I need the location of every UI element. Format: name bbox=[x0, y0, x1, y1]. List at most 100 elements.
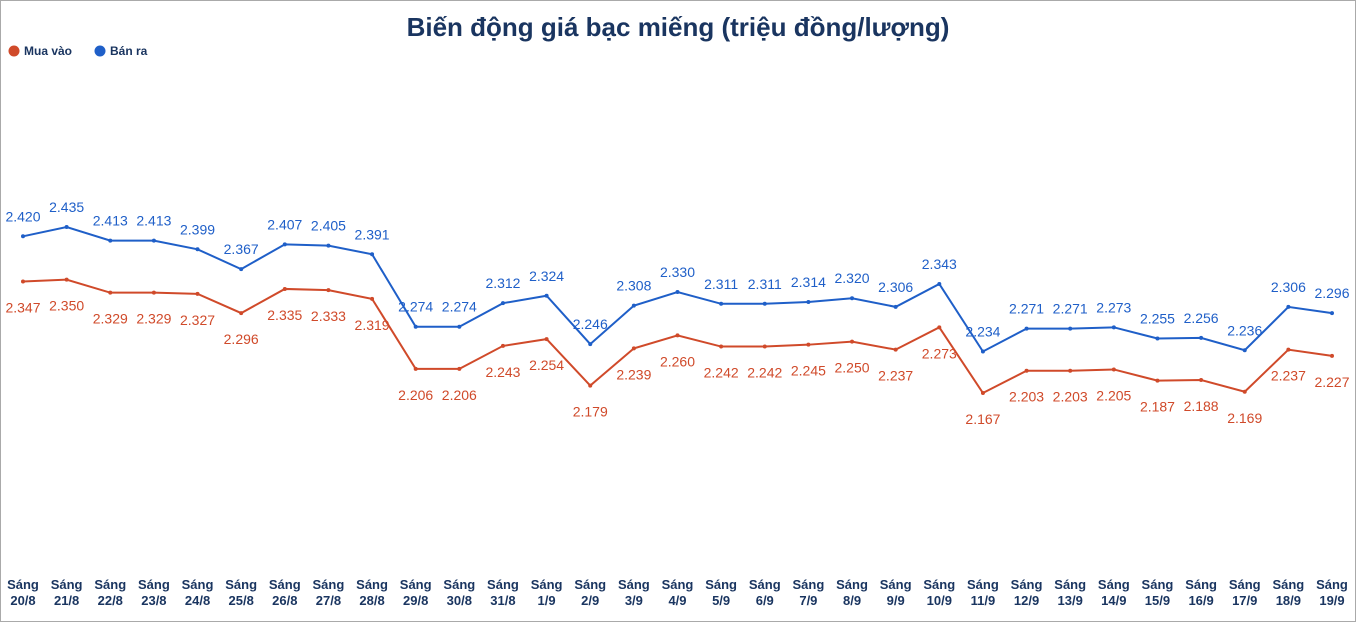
data-label: 2.205 bbox=[1096, 387, 1131, 403]
data-label: 2.260 bbox=[660, 353, 695, 369]
data-label: 2.236 bbox=[1227, 322, 1262, 338]
data-label: 2.250 bbox=[835, 360, 870, 376]
data-label: 2.237 bbox=[1271, 368, 1306, 384]
x-tick-label: Sáng 13/9 bbox=[1054, 577, 1087, 608]
data-point bbox=[675, 333, 680, 338]
legend-label: Bán ra bbox=[110, 44, 148, 58]
data-point bbox=[1286, 304, 1291, 309]
x-tick-label: Sáng 27/8 bbox=[312, 577, 345, 608]
series-line bbox=[22, 225, 1333, 353]
data-label: 2.187 bbox=[1140, 399, 1175, 415]
x-tick-label: Sáng 20/8 bbox=[7, 577, 39, 608]
data-label: 2.311 bbox=[704, 276, 738, 292]
x-tick-label: Sáng 8/9 bbox=[836, 577, 868, 608]
data-label: 2.333 bbox=[311, 308, 346, 324]
data-point bbox=[64, 225, 69, 229]
data-point bbox=[893, 304, 898, 309]
data-label: 2.367 bbox=[224, 241, 259, 257]
data-label: 2.169 bbox=[1227, 410, 1262, 426]
data-point bbox=[1111, 367, 1116, 372]
data-point bbox=[326, 243, 331, 248]
x-tick-label: Sáng 29/8 bbox=[399, 577, 432, 608]
data-label: 2.242 bbox=[747, 365, 782, 381]
data-point bbox=[937, 325, 942, 330]
x-tick-label: Sáng 19/9 bbox=[1316, 577, 1348, 608]
data-point bbox=[282, 286, 287, 291]
x-tick-label: Sáng 26/8 bbox=[268, 577, 301, 608]
data-label: 2.296 bbox=[224, 331, 259, 347]
data-label: 2.329 bbox=[93, 311, 128, 327]
data-point bbox=[1330, 311, 1334, 316]
data-point bbox=[980, 391, 985, 395]
data-label: 2.273 bbox=[1096, 299, 1131, 315]
data-label: 2.413 bbox=[93, 213, 128, 229]
data-label: 2.306 bbox=[1271, 279, 1306, 295]
data-label: 2.188 bbox=[1184, 398, 1219, 414]
data-label: 2.312 bbox=[485, 275, 520, 291]
data-label: 2.314 bbox=[791, 274, 826, 290]
data-label: 2.343 bbox=[922, 256, 957, 272]
data-point bbox=[457, 324, 462, 329]
x-tick-label: Sáng 2/9 bbox=[574, 577, 607, 608]
data-label: 2.320 bbox=[835, 270, 870, 286]
data-label: 2.203 bbox=[1009, 389, 1044, 405]
data-point bbox=[675, 290, 680, 295]
data-label: 2.311 bbox=[748, 276, 782, 292]
data-point bbox=[937, 281, 942, 286]
data-label: 2.405 bbox=[311, 218, 346, 234]
x-tick-label: Sáng 23/8 bbox=[137, 577, 170, 608]
data-label: 2.245 bbox=[791, 363, 826, 379]
data-point bbox=[893, 347, 898, 352]
data-point bbox=[850, 339, 855, 344]
data-point bbox=[1024, 326, 1029, 331]
x-tick-label: Sáng 12/9 bbox=[1010, 577, 1043, 608]
data-label: 2.324 bbox=[529, 268, 564, 284]
x-tick-label: Sáng 21/8 bbox=[50, 577, 83, 608]
data-point bbox=[1155, 336, 1160, 341]
data-point bbox=[457, 366, 462, 371]
data-point bbox=[1199, 335, 1204, 340]
x-tick-label: Sáng 22/8 bbox=[94, 577, 127, 608]
data-label: 2.206 bbox=[442, 387, 477, 403]
x-tick-label: Sáng 10/9 bbox=[923, 577, 956, 608]
data-point bbox=[282, 242, 287, 247]
data-point bbox=[239, 311, 244, 316]
data-point bbox=[1242, 348, 1247, 353]
data-point bbox=[500, 301, 505, 306]
data-label: 2.308 bbox=[616, 278, 651, 294]
data-label: 2.327 bbox=[180, 312, 215, 328]
data-point bbox=[151, 238, 156, 243]
data-label: 2.329 bbox=[136, 311, 171, 327]
data-point bbox=[588, 342, 593, 347]
data-point bbox=[544, 293, 549, 298]
data-point bbox=[1068, 326, 1073, 331]
data-point bbox=[1242, 389, 1247, 394]
data-point bbox=[64, 277, 69, 282]
data-label: 2.206 bbox=[398, 387, 433, 403]
x-tick-label: Sáng 4/9 bbox=[661, 577, 694, 608]
data-point bbox=[108, 238, 113, 243]
data-label: 2.347 bbox=[5, 300, 40, 316]
x-tick-label: Sáng 17/9 bbox=[1228, 577, 1261, 608]
data-label: 2.413 bbox=[136, 213, 171, 229]
x-tick-label: Sáng 1/9 bbox=[530, 577, 563, 608]
x-tick-label: Sáng 14/9 bbox=[1097, 577, 1130, 608]
data-point bbox=[326, 288, 331, 293]
data-point bbox=[21, 234, 25, 239]
data-label: 2.350 bbox=[49, 298, 84, 314]
data-point bbox=[762, 344, 767, 349]
data-point bbox=[719, 301, 724, 306]
data-point bbox=[195, 247, 200, 252]
data-point bbox=[108, 290, 113, 295]
x-tick-label: Sáng 31/8 bbox=[487, 577, 519, 608]
data-label: 2.306 bbox=[878, 279, 913, 295]
data-label: 2.319 bbox=[355, 317, 390, 333]
data-label: 2.420 bbox=[5, 208, 40, 224]
data-point bbox=[1068, 368, 1073, 373]
data-label: 2.274 bbox=[442, 299, 477, 315]
data-label: 2.256 bbox=[1184, 310, 1219, 326]
x-tick-label: Sáng 18/9 bbox=[1272, 577, 1305, 608]
data-point bbox=[1199, 377, 1204, 382]
data-label: 2.330 bbox=[660, 264, 695, 280]
data-label: 2.435 bbox=[49, 199, 84, 215]
